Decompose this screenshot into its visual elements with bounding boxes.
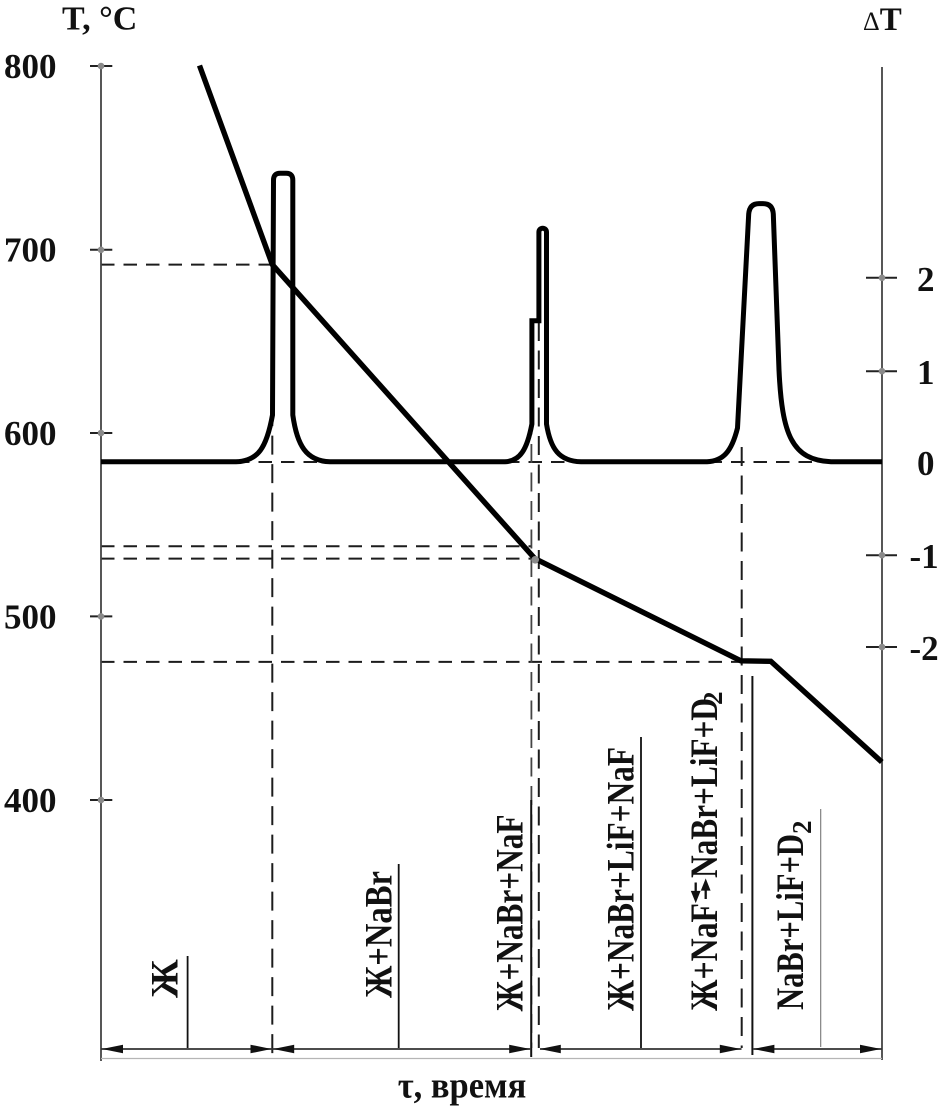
svg-text:Ж+NaBr+LiF+NaF: Ж+NaBr+LiF+NaF <box>600 747 643 1011</box>
svg-text:Ж: Ж <box>144 959 187 998</box>
svg-text:2: 2 <box>787 821 817 835</box>
svg-text:600: 600 <box>4 414 57 453</box>
svg-text:2: 2 <box>698 692 728 706</box>
svg-text:T, °C: T, °C <box>62 1 137 38</box>
svg-text:ΔT: ΔT <box>863 2 902 38</box>
svg-text:Ж+NaBr+NaF: Ж+NaBr+NaF <box>489 815 532 1012</box>
svg-text:0: 0 <box>917 444 935 483</box>
svg-text:-2: -2 <box>910 629 939 668</box>
svg-text:500: 500 <box>4 597 57 636</box>
svg-text:700: 700 <box>4 231 57 270</box>
svg-text:Ж+NaBr: Ж+NaBr <box>358 871 401 998</box>
svg-text:NaBr+LiF+D: NaBr+LiF+D <box>769 834 812 1010</box>
svg-text:2: 2 <box>917 260 935 299</box>
svg-text:1: 1 <box>917 353 935 392</box>
svg-text:NaBr+LiF+D: NaBr+LiF+D <box>683 698 726 878</box>
svg-text:-1: -1 <box>910 537 939 576</box>
svg-text:400: 400 <box>4 781 57 820</box>
svg-text:800: 800 <box>4 47 57 86</box>
svg-text:τ, время: τ, время <box>398 1066 527 1107</box>
svg-text:Ж+NaF: Ж+NaF <box>683 903 726 1011</box>
